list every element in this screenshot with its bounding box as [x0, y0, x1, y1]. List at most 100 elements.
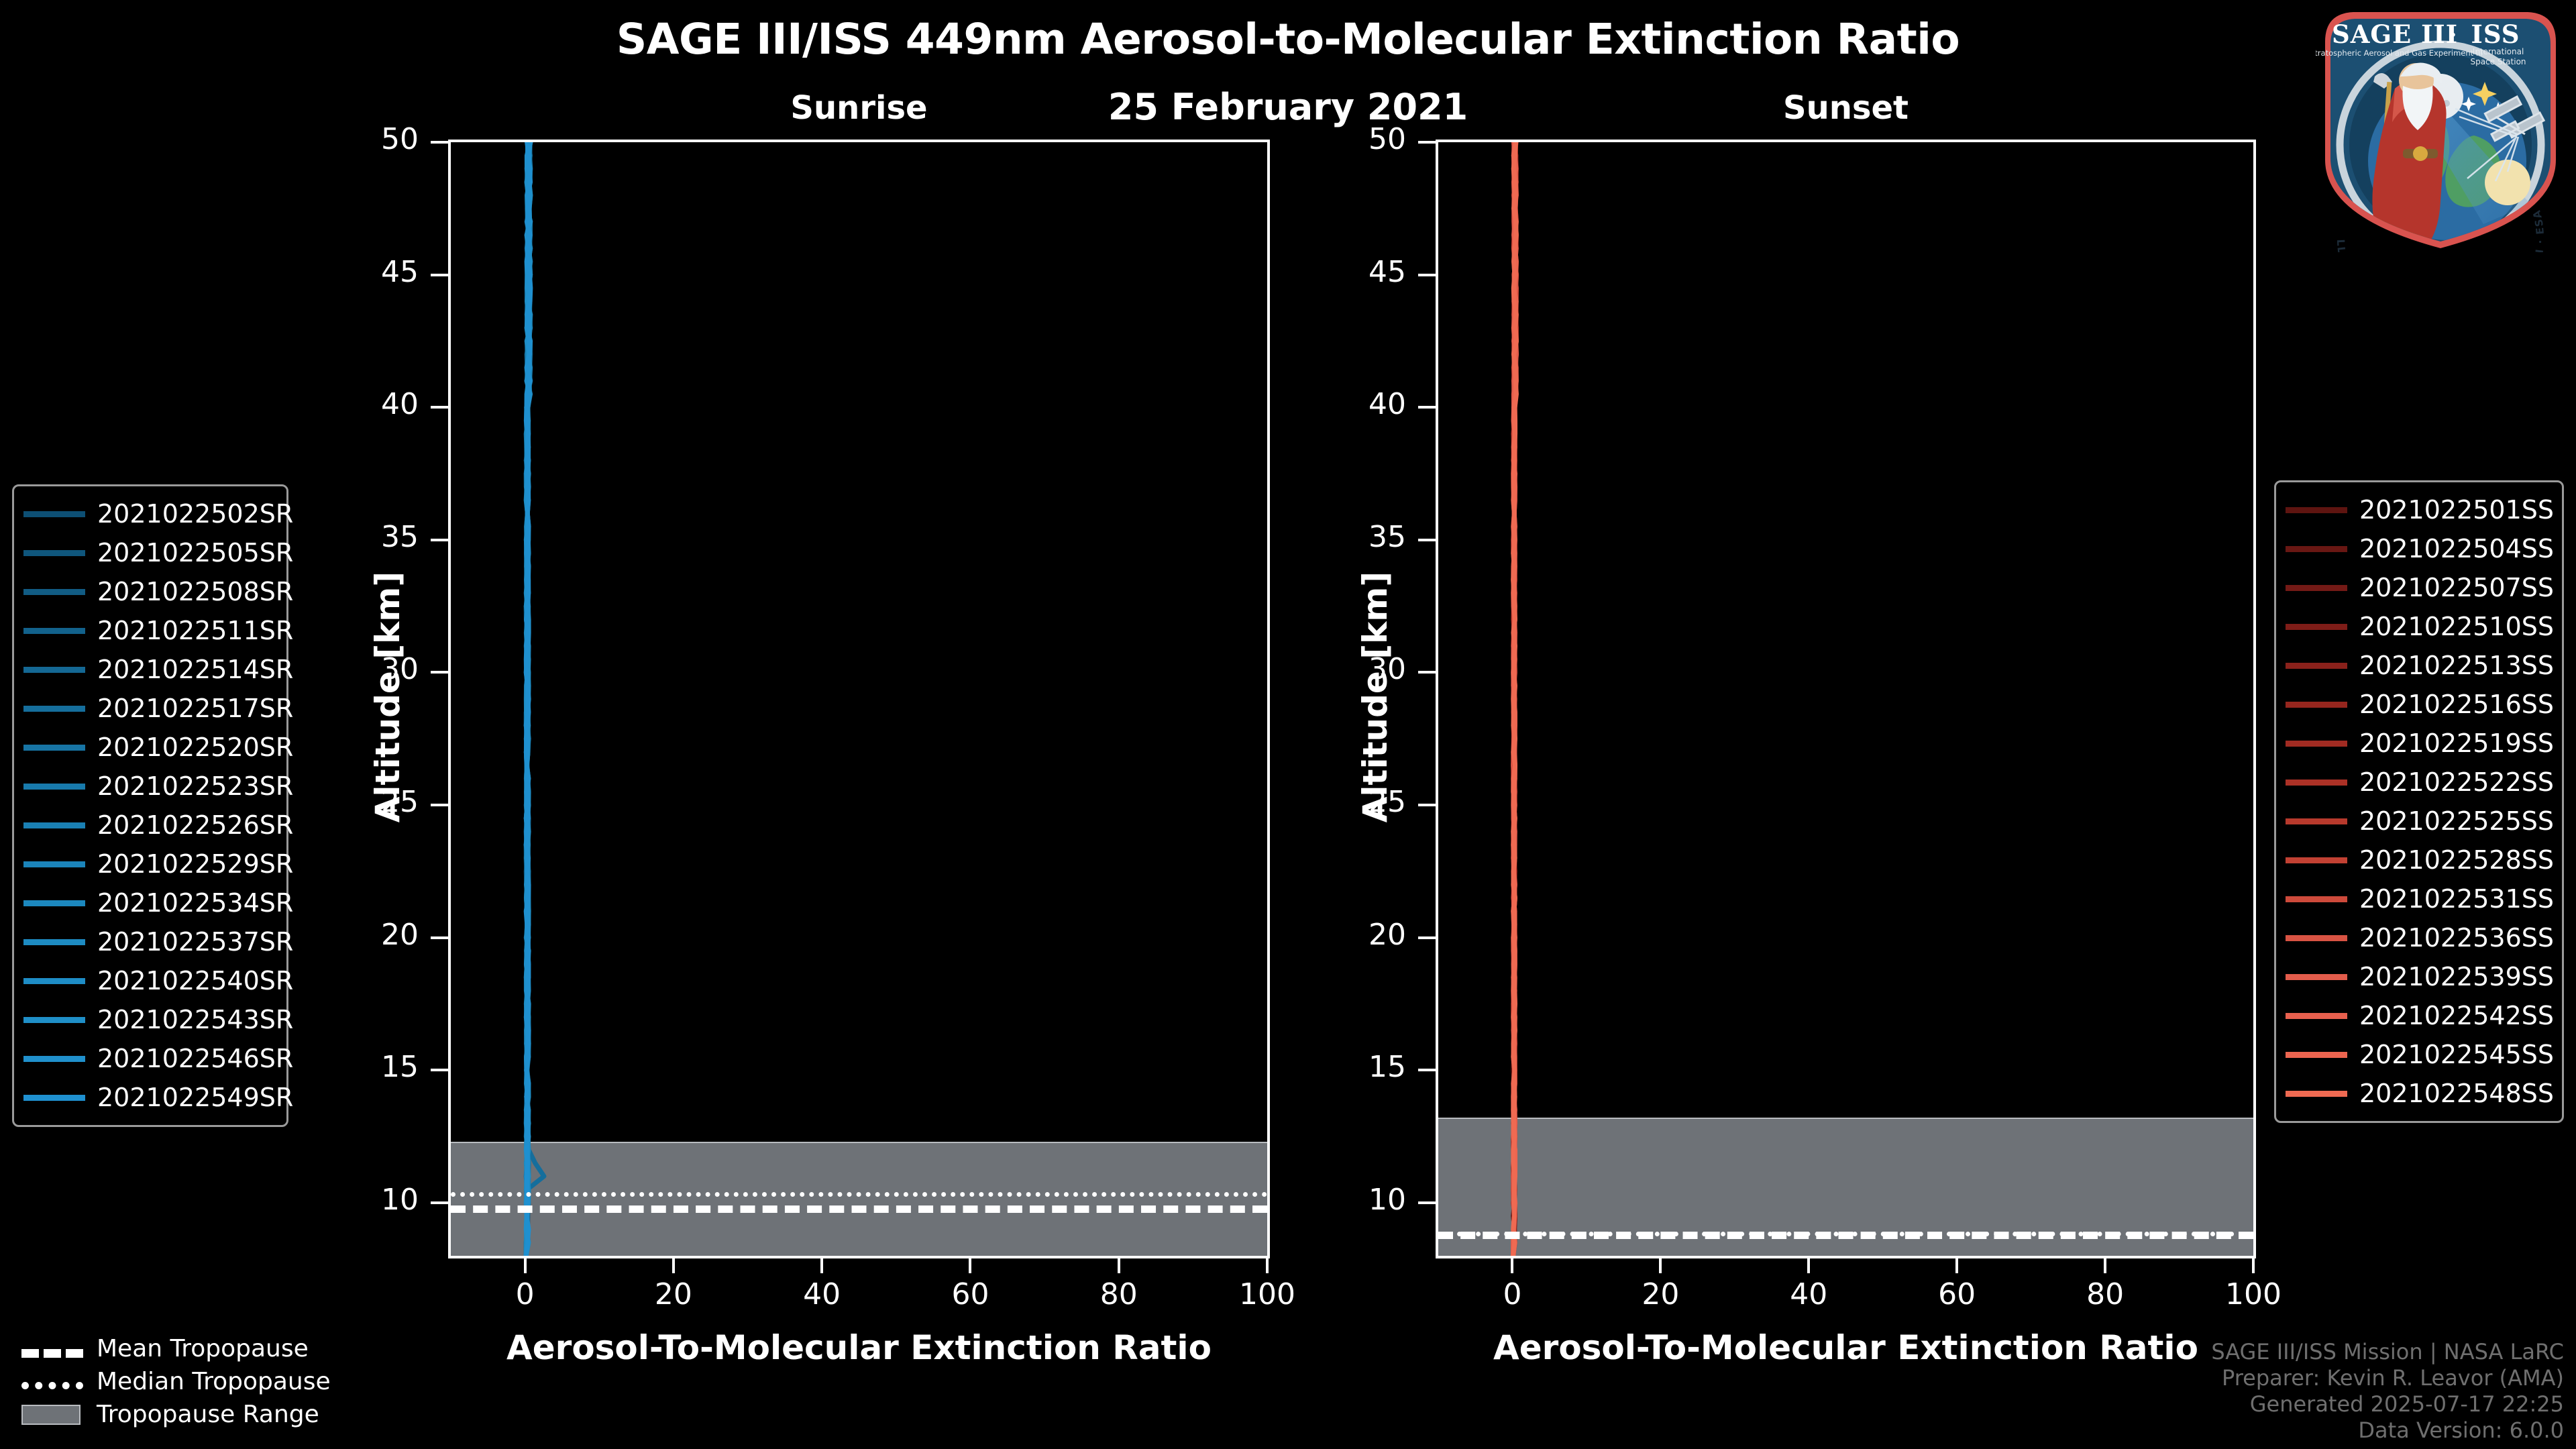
- legend-item-2021022514sr[interactable]: 2021022514SR: [23, 650, 293, 689]
- legend-item-mean-tropopause: Mean Tropopause: [9, 1332, 358, 1365]
- x-axis-tick-label: 20: [654, 1277, 692, 1311]
- credits-line-generated: Generated 2025-07-17 22:25: [2249, 1391, 2564, 1417]
- y-axis-tick-label: 35: [381, 519, 419, 554]
- legend-item-2021022534sr[interactable]: 2021022534SR: [23, 883, 293, 922]
- legend-color-swatch: [23, 1094, 85, 1101]
- legend-event-label: 2021022549SR: [97, 1083, 294, 1112]
- legend-item-2021022539ss[interactable]: 2021022539SS: [2286, 957, 2554, 996]
- legend-color-swatch: [2286, 1051, 2347, 1058]
- page-title: SAGE III/ISS 449nm Aerosol-to-Molecular …: [616, 15, 1960, 64]
- legend-color-swatch: [23, 783, 85, 790]
- legend-item-2021022505sr[interactable]: 2021022505SR: [23, 533, 293, 572]
- legend-event-label: 2021022523SR: [97, 771, 294, 801]
- svg-text:Space Station: Space Station: [2470, 57, 2526, 66]
- x-axis-tick-label: 100: [2225, 1277, 2282, 1311]
- legend-item-2021022504ss[interactable]: 2021022504SS: [2286, 529, 2554, 568]
- legend-item-2021022536ss[interactable]: 2021022536SS: [2286, 918, 2554, 957]
- legend-event-label: 2021022540SR: [97, 966, 294, 996]
- legend-item-2021022517sr[interactable]: 2021022517SR: [23, 689, 293, 728]
- legend-item-2021022548ss[interactable]: 2021022548SS: [2286, 1074, 2554, 1113]
- legend-item-2021022528ss[interactable]: 2021022528SS: [2286, 841, 2555, 879]
- legend-item-2021022546sr[interactable]: 2021022546SR: [23, 1039, 293, 1078]
- legend-item-2021022520sr[interactable]: 2021022520SR: [23, 728, 293, 767]
- legend-item-2021022508sr[interactable]: 2021022508SR: [23, 572, 293, 611]
- legend-color-swatch: [23, 666, 85, 673]
- legend-color-swatch: [23, 744, 85, 751]
- legend-item-2021022543sr[interactable]: 2021022543SR: [23, 1000, 293, 1039]
- legend-item-2021022522ss[interactable]: 2021022522SS: [2286, 763, 2554, 802]
- x-axis-tick-label: 40: [1790, 1277, 1828, 1311]
- median-tropopause-line: [451, 1192, 1267, 1197]
- legend-event-label: 2021022507SS: [2359, 573, 2555, 602]
- legend-item-2021022531ss[interactable]: 2021022531SS: [2286, 879, 2554, 918]
- x-axis-tick-label: 80: [2086, 1277, 2125, 1311]
- legend-color-swatch: [2286, 896, 2347, 902]
- legend-event-label: 2021022525SS: [2359, 806, 2555, 836]
- mean-tropopause-line: [451, 1205, 1267, 1213]
- x-axis-tick: [820, 1258, 824, 1273]
- legend-item-2021022510ss[interactable]: 2021022510SS: [2286, 607, 2555, 646]
- legend-item-2021022513ss[interactable]: 2021022513SS: [2286, 646, 2554, 685]
- y-axis-tick-label: 20: [1368, 917, 1406, 952]
- legend-color-swatch: [23, 549, 85, 556]
- legend-item-2021022507ss[interactable]: 2021022507SS: [2286, 568, 2555, 607]
- legend-item-2021022525ss[interactable]: 2021022525SS: [2286, 802, 2555, 841]
- legend-label-mean: Mean Tropopause: [97, 1335, 309, 1362]
- legend-item-2021022501ss[interactable]: 2021022501SS: [2286, 490, 2554, 529]
- legend-color-swatch: [23, 627, 85, 634]
- x-axis-tick-label: 60: [1938, 1277, 1976, 1311]
- sunrise-plot-frame: [448, 140, 1270, 1258]
- y-axis-tick-label: 15: [381, 1050, 419, 1085]
- profile-traces: [1511, 142, 1519, 1256]
- legend-item-2021022516ss[interactable]: 2021022516SS: [2286, 685, 2555, 724]
- legend-color-swatch: [23, 588, 85, 595]
- legend-item-2021022537sr[interactable]: 2021022537SR: [23, 922, 293, 961]
- x-axis-tick: [1511, 1258, 1514, 1273]
- legend-color-swatch: [2286, 506, 2347, 513]
- sunrise-xaxis-title: Aerosol-To-Molecular Extinction Ratio: [506, 1328, 1212, 1367]
- x-axis-tick: [1807, 1258, 1811, 1273]
- legend-label-median: Median Tropopause: [97, 1368, 331, 1395]
- legend-item-2021022545ss[interactable]: 2021022545SS: [2286, 1035, 2555, 1074]
- y-axis-tick: [431, 1201, 448, 1204]
- y-axis-tick: [1418, 406, 1436, 409]
- y-axis-tick-label: 30: [381, 652, 419, 687]
- svg-text:Stratospheric Aerosol and Gas: Stratospheric Aerosol and Gas Experiment…: [2316, 48, 2483, 58]
- legend-color-swatch: [2286, 818, 2347, 824]
- legend-item-2021022519ss[interactable]: 2021022519SS: [2286, 724, 2554, 763]
- legend-color-swatch: [23, 705, 85, 712]
- legend-item-2021022549sr[interactable]: 2021022549SR: [23, 1078, 293, 1117]
- legend-event-label: 2021022545SS: [2359, 1040, 2555, 1069]
- legend-color-swatch: [2286, 857, 2347, 863]
- y-axis-tick: [431, 804, 448, 807]
- sunrise-event-legend[interactable]: 2021022502SR 2021022505SR 2021022508SR 2021…: [12, 484, 293, 1127]
- legend-item-2021022540sr[interactable]: 2021022540SR: [23, 961, 293, 1000]
- legend-item-2021022529sr[interactable]: 2021022529SR: [23, 845, 293, 883]
- x-axis-tick-label: 60: [951, 1277, 989, 1311]
- legend-event-label: 2021022505SR: [97, 538, 294, 568]
- svg-text:SAGE III: SAGE III: [2332, 19, 2458, 49]
- legend-color-swatch: [23, 861, 85, 867]
- y-axis-tick-label: 40: [381, 387, 419, 422]
- legend-item-2021022542ss[interactable]: 2021022542SS: [2286, 996, 2554, 1035]
- sunset-panel-label: Sunset: [1783, 89, 1909, 127]
- legend-color-swatch: [2286, 701, 2347, 708]
- y-axis-tick-label: 15: [1368, 1050, 1406, 1085]
- legend-item-2021022511sr[interactable]: 2021022511SR: [23, 611, 293, 650]
- legend-item-2021022523sr[interactable]: 2021022523SR: [23, 767, 293, 806]
- legend-event-label: 2021022529SR: [97, 849, 294, 879]
- gray-swatch-icon: [21, 1404, 83, 1425]
- legend-event-label: 2021022510SS: [2359, 612, 2555, 641]
- legend-item-2021022526sr[interactable]: 2021022526SR: [23, 806, 293, 845]
- sunset-event-legend[interactable]: 2021022501SS 2021022504SS 2021022507SS 2021…: [2274, 480, 2564, 1123]
- x-axis-tick-label: 0: [1503, 1277, 1522, 1311]
- y-axis-tick: [431, 936, 448, 939]
- sunrise-panel-label: Sunrise: [790, 89, 928, 127]
- legend-event-label: 2021022528SS: [2359, 845, 2555, 875]
- legend-color-swatch: [23, 511, 85, 517]
- legend-color-swatch: [2286, 1090, 2347, 1097]
- legend-item-2021022502sr[interactable]: 2021022502SR: [23, 494, 293, 533]
- x-axis-tick-label: 100: [1239, 1277, 1295, 1311]
- legend-event-label: 2021022516SS: [2359, 690, 2555, 719]
